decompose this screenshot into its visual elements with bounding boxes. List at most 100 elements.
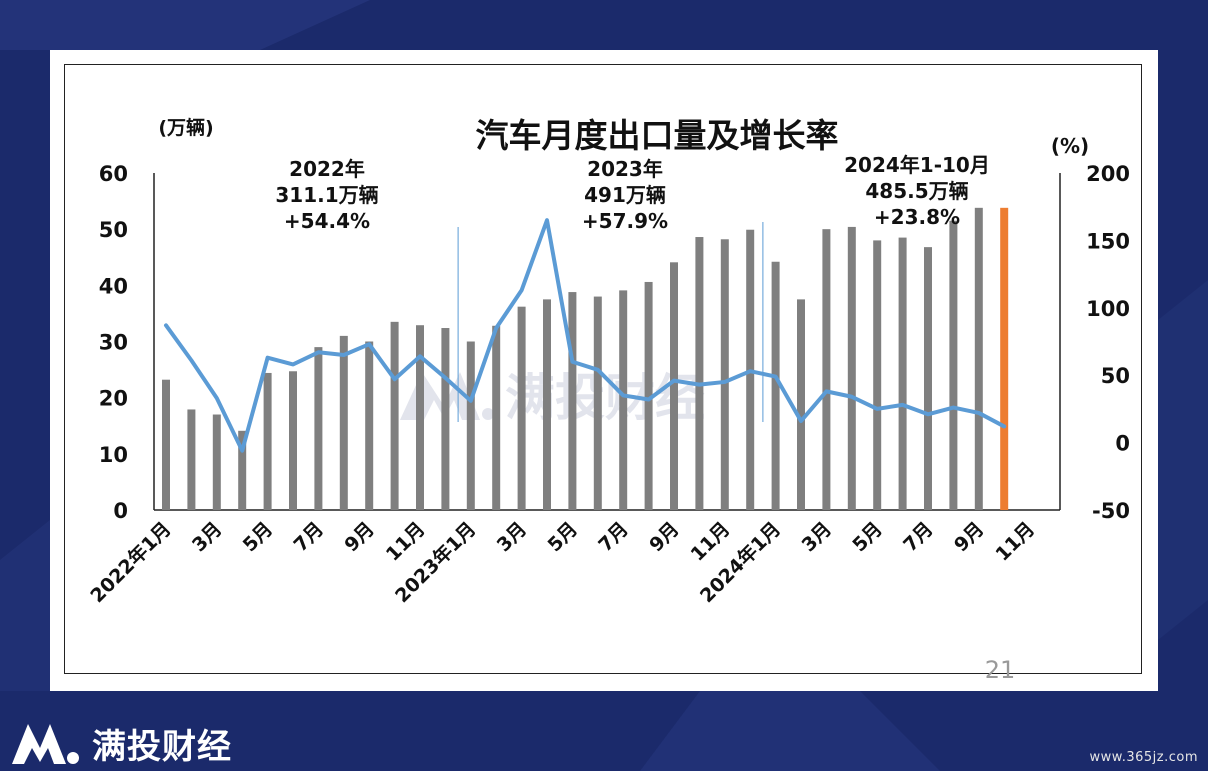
y-left-tick-label: 0 bbox=[113, 499, 128, 523]
x-tick-label: 11月 bbox=[382, 518, 430, 566]
annotation-text: +54.4% bbox=[284, 209, 370, 233]
growth-rate-point bbox=[774, 375, 778, 379]
bar bbox=[517, 306, 526, 510]
y-left-unit: (万辆) bbox=[158, 116, 213, 139]
growth-rate-point bbox=[189, 358, 193, 362]
chart-frame bbox=[64, 64, 1142, 674]
bar bbox=[771, 261, 780, 510]
growth-rate-point bbox=[621, 393, 625, 397]
x-tick-label: 9月 bbox=[950, 518, 988, 556]
slide: 汽车月度出口量及增长率 (万辆) (%) 21 满投财经 0 10 20 30 40 50… bbox=[50, 50, 1158, 691]
growth-rate-point bbox=[1002, 424, 1006, 428]
bar bbox=[187, 409, 196, 510]
x-tick-label: 7月 bbox=[290, 518, 328, 556]
bar bbox=[390, 321, 399, 510]
bar bbox=[593, 296, 602, 510]
bar bbox=[695, 237, 704, 510]
growth-rate-point bbox=[291, 362, 295, 366]
x-tick-label: 3月 bbox=[493, 518, 531, 556]
growth-rate-line bbox=[164, 218, 1007, 453]
annotation-text: 2024年1-10月 bbox=[844, 153, 990, 177]
brand-logo: 满投财经 bbox=[10, 718, 232, 768]
growth-rate-point bbox=[570, 360, 574, 364]
growth-rate-point bbox=[647, 397, 651, 401]
bar bbox=[873, 240, 882, 510]
bar bbox=[543, 299, 551, 510]
growth-rate-point bbox=[367, 342, 371, 346]
growth-rate-point bbox=[799, 419, 803, 423]
chart-title: 汽车月度出口量及增长率 bbox=[476, 116, 839, 155]
bar bbox=[670, 262, 678, 510]
annotation-text: 2023年 bbox=[587, 157, 663, 181]
bar bbox=[619, 290, 628, 510]
bar bbox=[314, 347, 323, 510]
bar bbox=[847, 226, 856, 511]
x-tick-label: 9月 bbox=[340, 518, 378, 556]
brand-name: 满投财经 bbox=[92, 726, 232, 767]
bar bbox=[466, 341, 475, 510]
growth-rate-point bbox=[977, 411, 981, 415]
bar bbox=[822, 229, 831, 510]
y-right-tick-label: 150 bbox=[1086, 229, 1130, 253]
growth-rate-point bbox=[418, 354, 422, 358]
growth-rate-point bbox=[748, 369, 752, 373]
growth-rate-point bbox=[494, 326, 498, 330]
y-left-tick-label: 20 bbox=[99, 387, 128, 411]
growth-rate-point bbox=[723, 380, 727, 384]
growth-rate-point bbox=[672, 379, 676, 383]
annotation-text: +57.9% bbox=[582, 209, 668, 233]
site-watermark: www.365jz.com bbox=[1089, 750, 1198, 765]
growth-rate-point bbox=[240, 449, 244, 453]
x-tick-label: 7月 bbox=[594, 518, 632, 556]
growth-rate-point bbox=[901, 403, 905, 407]
x-tick-label: 3月 bbox=[798, 518, 836, 556]
annotation-text: 311.1万辆 bbox=[275, 183, 378, 207]
growth-rate-point bbox=[926, 412, 930, 416]
bar bbox=[416, 325, 424, 510]
y-right-tick-label: 100 bbox=[1086, 297, 1130, 321]
bar bbox=[212, 414, 221, 510]
growth-rate-point bbox=[469, 399, 473, 403]
x-tick-label: 5月 bbox=[239, 518, 277, 556]
growth-rate-point bbox=[443, 376, 447, 380]
growth-rate-point bbox=[850, 395, 854, 399]
annotation-text: 2022年 bbox=[289, 157, 365, 181]
growth-rate-point bbox=[393, 377, 397, 381]
growth-rate-point bbox=[875, 407, 879, 411]
annotation-text: +23.8% bbox=[874, 205, 960, 229]
bar bbox=[568, 292, 577, 510]
y-left-tick-label: 40 bbox=[99, 274, 128, 298]
x-tick-label: 5月 bbox=[848, 518, 886, 556]
y-left-tick-label: 50 bbox=[99, 218, 128, 242]
bar bbox=[949, 220, 958, 510]
growth-rate-point bbox=[951, 406, 955, 410]
bar bbox=[1000, 207, 1009, 510]
y-left-tick-label: 60 bbox=[99, 162, 128, 186]
y-right-tick-label: 0 bbox=[1115, 432, 1130, 456]
growth-rate-point bbox=[697, 383, 701, 387]
bar bbox=[720, 239, 729, 510]
growth-rate-point bbox=[520, 288, 524, 292]
growth-rate-point bbox=[266, 356, 270, 360]
x-tick-label: 9月 bbox=[645, 518, 683, 556]
bar bbox=[365, 341, 374, 510]
bar-line-chart: 汽车月度出口量及增长率 (万辆) (%) 21 满投财经 01020304050… bbox=[86, 116, 1130, 684]
growth-rate-point bbox=[164, 323, 168, 327]
x-tick-label: 7月 bbox=[899, 518, 937, 556]
bar bbox=[162, 379, 170, 510]
growth-rate-point bbox=[215, 396, 219, 400]
x-tick-label: 2022年1月 bbox=[86, 517, 176, 607]
growth-rate-point bbox=[316, 350, 320, 354]
annotation-text: 491万辆 bbox=[584, 183, 666, 207]
growth-rate-point bbox=[824, 389, 828, 393]
x-tick-label: 3月 bbox=[188, 518, 226, 556]
bar bbox=[289, 371, 297, 510]
bar bbox=[898, 237, 907, 510]
bar bbox=[238, 430, 247, 510]
y-left-tick-label: 30 bbox=[99, 331, 128, 355]
page-number: 21 bbox=[985, 656, 1016, 684]
bar bbox=[797, 299, 805, 510]
brand-logo-icon bbox=[12, 724, 79, 764]
annotation-text: 485.5万辆 bbox=[865, 179, 968, 203]
